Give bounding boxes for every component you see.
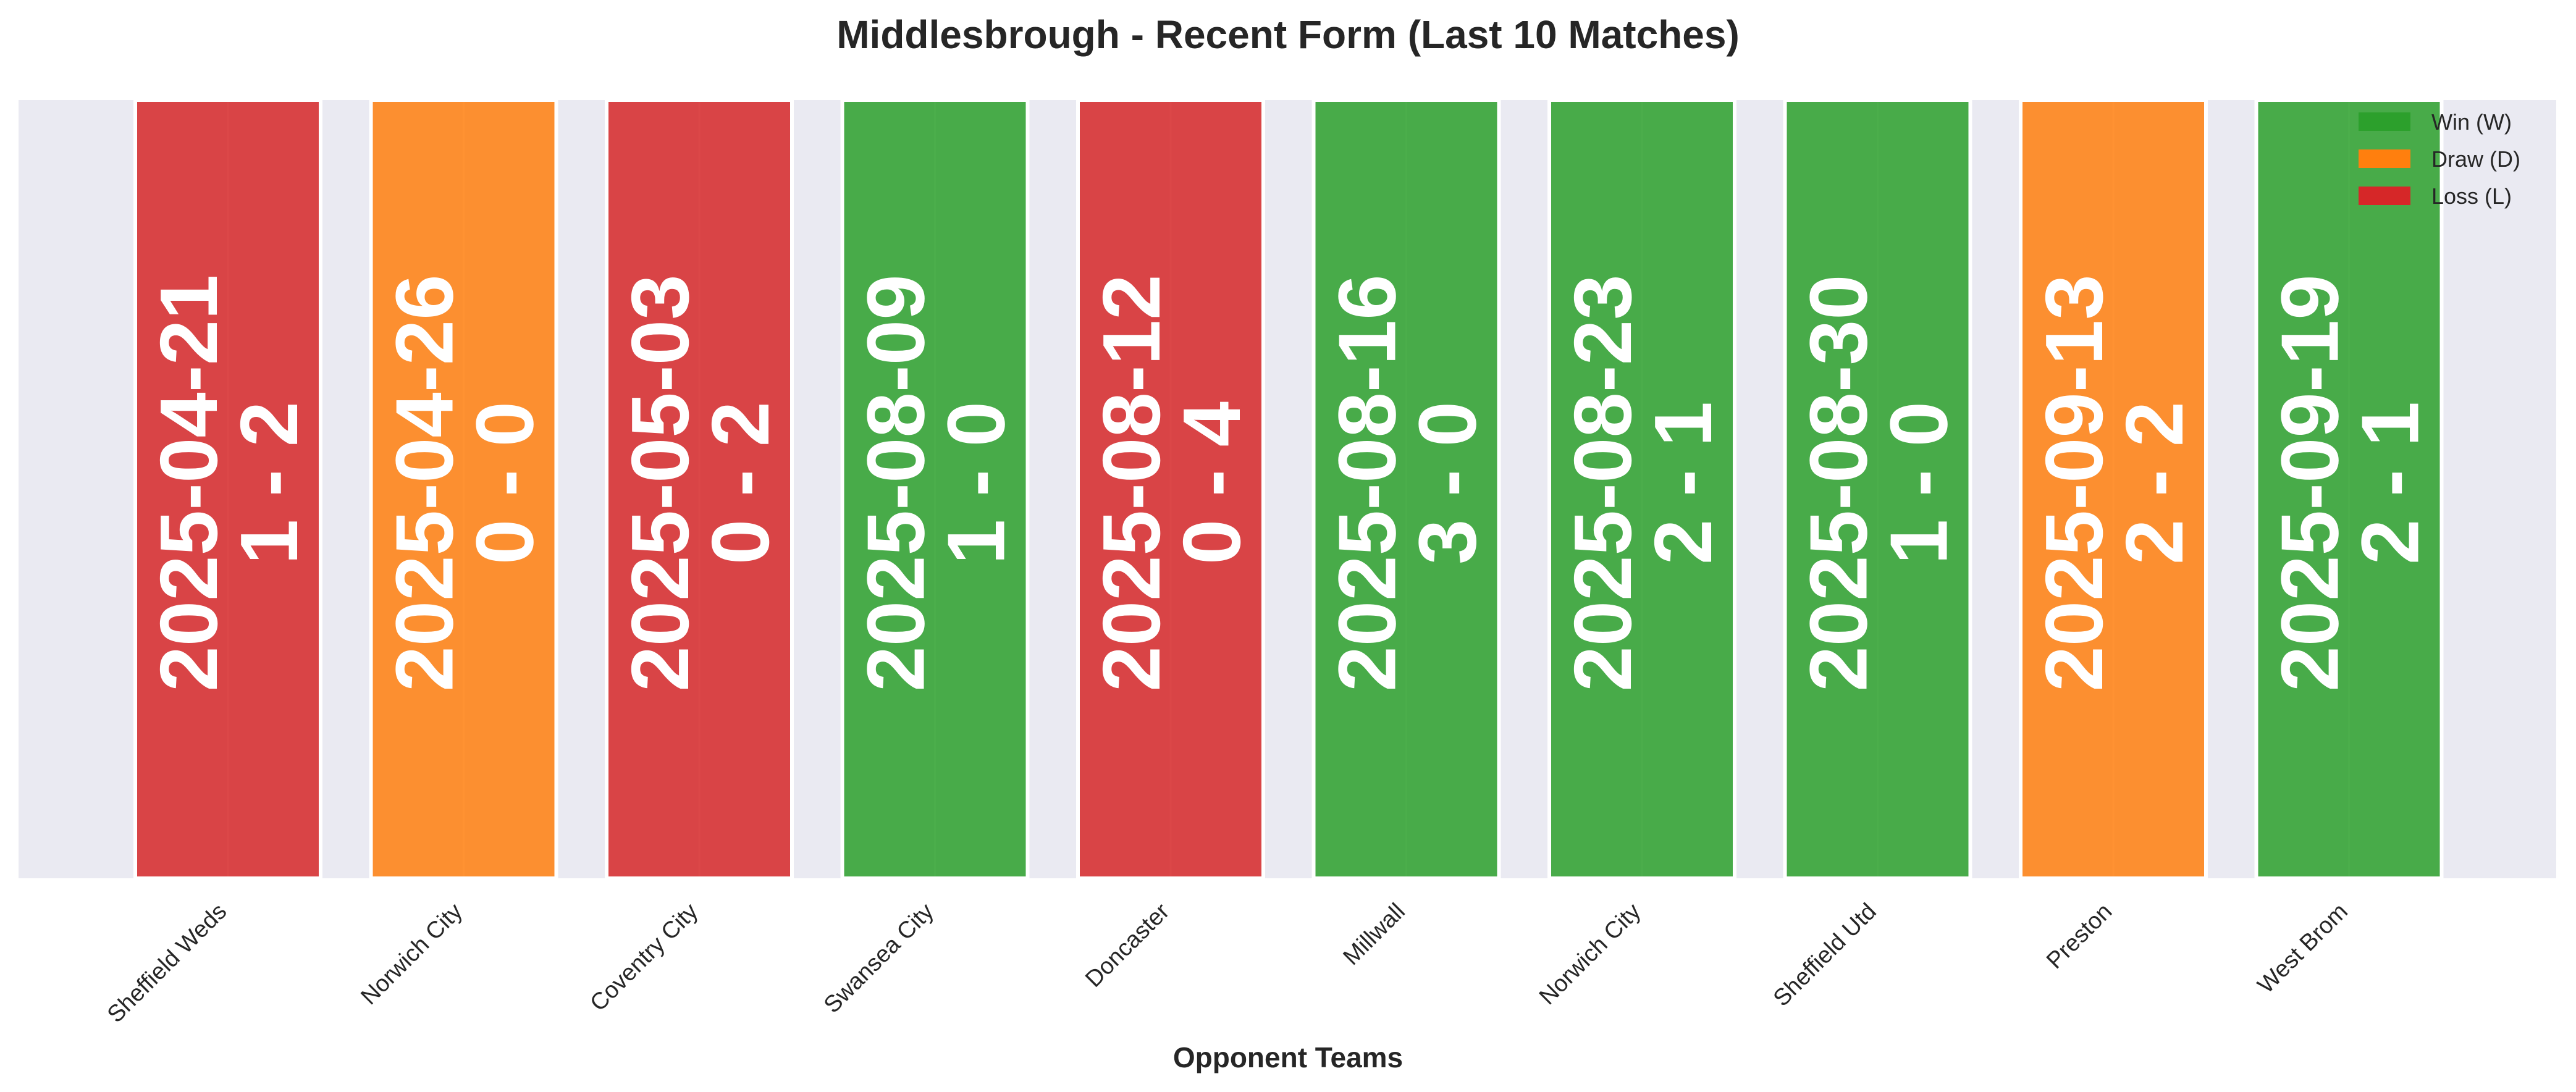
match-score-label: 2 - 1 xyxy=(2345,401,2436,565)
bar-label: 2025-08-163 - 0 xyxy=(1322,274,1493,691)
bar-loss xyxy=(605,98,794,880)
bar-labels: 2025-04-211 - 2 2025-04-260 - 0 2025-05-03… xyxy=(143,274,2436,691)
bar-loss xyxy=(1076,98,1265,880)
match-score-label: 0 - 4 xyxy=(1166,401,1257,565)
bar-label: 2025-04-260 - 0 xyxy=(379,274,550,691)
match-date-label: 2025-09-13 xyxy=(2029,274,2119,691)
bar-label: 2025-09-132 - 2 xyxy=(2029,274,2200,691)
legend-swatch xyxy=(2359,187,2410,205)
chart-title: Middlesbrough - Recent Form (Last 10 Mat… xyxy=(836,12,1740,57)
bar-label: 2025-09-192 - 1 xyxy=(2265,274,2436,691)
x-tick-labels: Sheffield Weds Norwich City Coventry City S… xyxy=(103,898,2353,1028)
x-tick-label: Norwich City xyxy=(1534,899,1646,1010)
x-tick-label: Preston xyxy=(2042,899,2117,974)
legend-label: Win (W) xyxy=(2431,109,2512,135)
match-score-label: 3 - 0 xyxy=(1402,401,1493,565)
bar-win xyxy=(2254,98,2444,880)
bar-win xyxy=(1311,98,1501,880)
bar-label: 2025-08-232 - 1 xyxy=(1557,274,1728,691)
legend: Win (W) Draw (D) Loss (L) xyxy=(2359,109,2520,209)
x-tick-label: West Brom xyxy=(2253,899,2353,999)
match-score-label: 2 - 1 xyxy=(1638,401,1728,565)
x-tick-label: Doncaster xyxy=(1080,898,1174,992)
bar-label: 2025-08-120 - 4 xyxy=(1086,274,1257,691)
match-date-label: 2025-05-03 xyxy=(615,274,705,691)
match-score-label: 0 - 0 xyxy=(460,401,550,565)
match-score-label: 1 - 0 xyxy=(931,401,1022,565)
bar-label: 2025-08-301 - 0 xyxy=(1793,274,1964,691)
bar-win xyxy=(1783,98,1972,880)
bar-draw xyxy=(2019,98,2208,880)
x-tick-label: Coventry City xyxy=(585,899,703,1017)
x-tick-label: Millwall xyxy=(1339,899,1410,970)
match-date-label: 2025-08-09 xyxy=(851,274,941,691)
x-axis-label: Opponent Teams xyxy=(1173,1041,1403,1073)
match-score-label: 1 - 0 xyxy=(1874,401,1964,565)
match-date-label: 2025-08-16 xyxy=(1322,274,1413,691)
match-date-label: 2025-09-19 xyxy=(2265,274,2355,691)
bars xyxy=(133,98,2444,880)
bar-label: 2025-04-211 - 2 xyxy=(143,274,314,691)
match-date-label: 2025-08-12 xyxy=(1086,274,1177,691)
match-date-label: 2025-04-21 xyxy=(143,274,234,691)
match-score-label: 2 - 2 xyxy=(2109,401,2200,565)
bar-label: 2025-05-030 - 2 xyxy=(615,274,786,691)
legend-label: Draw (D) xyxy=(2431,146,2520,172)
legend-swatch xyxy=(2359,149,2410,168)
match-date-label: 2025-08-23 xyxy=(1557,274,1648,691)
legend-label: Loss (L) xyxy=(2431,183,2512,209)
x-tick-label: Swansea City xyxy=(819,899,939,1018)
legend-swatch xyxy=(2359,112,2410,131)
x-tick-label: Norwich City xyxy=(356,899,467,1010)
bar-win xyxy=(1547,98,1736,880)
x-tick-label: Sheffield Weds xyxy=(103,899,232,1028)
x-tick-label: Sheffield Utd xyxy=(1769,899,1882,1012)
bar-draw xyxy=(369,98,558,880)
match-date-label: 2025-04-26 xyxy=(379,274,470,691)
bar-win xyxy=(840,98,1030,880)
bar-loss xyxy=(133,98,322,880)
match-score-label: 0 - 2 xyxy=(695,401,786,565)
match-score-label: 1 - 2 xyxy=(224,401,314,565)
bar-label: 2025-08-091 - 0 xyxy=(851,274,1022,691)
match-date-label: 2025-08-30 xyxy=(1793,274,1884,691)
